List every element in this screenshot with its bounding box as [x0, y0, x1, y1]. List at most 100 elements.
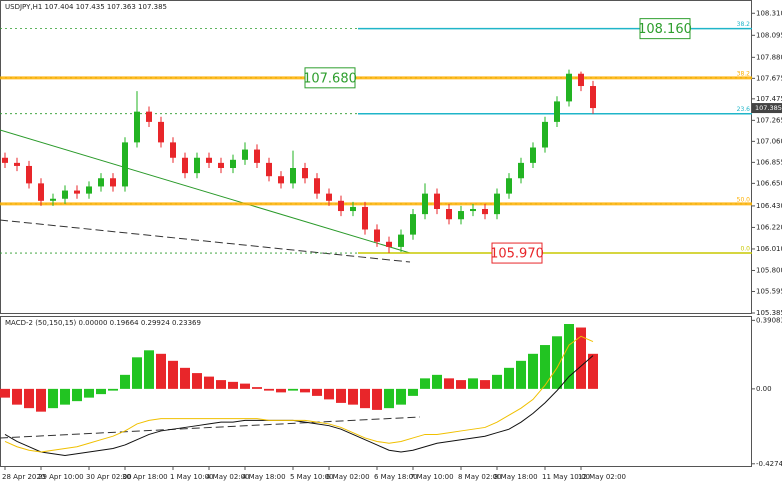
- histogram-bar: [384, 388, 394, 409]
- x-tick-label: 5 May 10:00: [290, 473, 334, 481]
- histogram-bar: [168, 360, 178, 389]
- price-label: 108.160: [638, 22, 692, 37]
- histogram-bar: [120, 374, 130, 389]
- candle-body: [398, 234, 404, 247]
- histogram-bar: [312, 388, 322, 396]
- histogram-bar: [468, 378, 478, 389]
- indicator-title: MACD-2 (50,150,15) 0.00000 0.19664 0.299…: [5, 319, 201, 327]
- price-label: 107.680: [303, 71, 357, 86]
- x-tick-label: 28 Apr 2020: [2, 473, 45, 481]
- histogram-bar: [192, 373, 202, 389]
- y-tick-label: -0.42741: [756, 460, 782, 468]
- indicator-line: [4, 355, 594, 456]
- candle-body: [266, 162, 272, 177]
- candle-body: [302, 168, 308, 179]
- histogram-bar: [456, 380, 466, 389]
- histogram-bar: [576, 327, 586, 389]
- histogram-bar: [444, 378, 454, 389]
- candle-body: [386, 241, 392, 247]
- fib-level-label: 50.0: [737, 196, 751, 203]
- trend-line: [0, 129, 411, 254]
- histogram-bar: [156, 353, 166, 389]
- candle-body: [218, 162, 224, 169]
- trend-line: [0, 219, 411, 263]
- candle-body: [422, 193, 428, 215]
- candle-body: [314, 178, 320, 194]
- histogram-bar: [60, 388, 70, 405]
- histogram-bar: [516, 360, 526, 389]
- x-tick-label: 6 May 18:00: [374, 473, 418, 481]
- candle-body: [506, 178, 512, 194]
- candle-body: [566, 73, 572, 102]
- histogram-bar: [24, 388, 34, 409]
- last-price-box: [752, 103, 782, 114]
- candle-body: [98, 178, 104, 187]
- y-tick-label: 106.010: [756, 245, 782, 253]
- y-tick-label: 107.880: [756, 53, 782, 61]
- histogram-bar: [12, 388, 22, 405]
- histogram-bar: [72, 388, 82, 402]
- y-tick-label: 0.00: [756, 385, 772, 393]
- x-tick-label: 6 May 02:00: [326, 473, 370, 481]
- x-tick-label: 29 Apr 10:00: [38, 473, 84, 481]
- histogram-bar: [372, 388, 382, 410]
- candle-body: [482, 208, 488, 215]
- price-label-box: [304, 67, 356, 89]
- candle-body: [14, 162, 20, 166]
- candle-body: [194, 157, 200, 174]
- candle-body: [170, 142, 176, 158]
- candle-body: [590, 86, 596, 109]
- candle-body: [254, 149, 260, 163]
- y-tick-label: 0.39083: [756, 316, 782, 324]
- histogram-bar: [96, 388, 106, 395]
- candle-body: [494, 193, 500, 215]
- candle-body: [518, 162, 524, 179]
- histogram-bar: [36, 388, 46, 412]
- candle-body: [242, 149, 248, 160]
- candle-body: [374, 229, 380, 242]
- candle-body: [146, 111, 152, 122]
- histogram-bar: [0, 388, 10, 398]
- y-tick-label: 105.800: [756, 266, 782, 274]
- candle-body: [26, 165, 32, 184]
- trend-line: [0, 416, 421, 439]
- histogram-bar: [588, 353, 598, 389]
- histogram-bar: [420, 378, 430, 389]
- candle-body: [110, 178, 116, 187]
- histogram-bar: [552, 336, 562, 389]
- x-tick-label: 4 May 02:00: [206, 473, 250, 481]
- histogram-bar: [204, 376, 214, 389]
- indicator-line: [4, 335, 594, 453]
- price-label-box: [639, 18, 691, 40]
- candle-body: [50, 198, 56, 201]
- candle-body: [278, 176, 284, 184]
- histogram-bar: [84, 388, 94, 398]
- candle-body: [182, 157, 188, 174]
- candle-body: [134, 111, 140, 143]
- x-tick-label: 7 May 10:00: [410, 473, 454, 481]
- y-tick-label: 106.220: [756, 223, 782, 231]
- histogram-bar: [336, 388, 346, 403]
- y-tick-label: 107.475: [756, 95, 782, 103]
- histogram-bar: [240, 383, 250, 389]
- histogram-bar: [216, 380, 226, 389]
- candle-body: [446, 208, 452, 220]
- chart-title: USDJPY,H1 107.404 107.435 107.363 107.38…: [5, 3, 167, 11]
- candle-body: [38, 183, 44, 201]
- candle-body: [86, 186, 92, 194]
- candle-body: [434, 193, 440, 209]
- fib-level-label: 0.0: [740, 246, 750, 253]
- y-tick-label: 106.650: [756, 179, 782, 187]
- candle-body: [62, 190, 68, 199]
- y-tick-label: 107.060: [756, 137, 782, 145]
- histogram-bar: [276, 388, 286, 393]
- candle-body: [74, 190, 80, 194]
- y-tick-label: 108.310: [756, 9, 782, 17]
- histogram-bar: [288, 388, 298, 391]
- candle-body: [2, 157, 8, 163]
- histogram-bar: [528, 353, 538, 389]
- histogram-bar: [180, 367, 190, 389]
- histogram-bar: [540, 345, 550, 389]
- fib-level-label: 38.2: [737, 70, 751, 77]
